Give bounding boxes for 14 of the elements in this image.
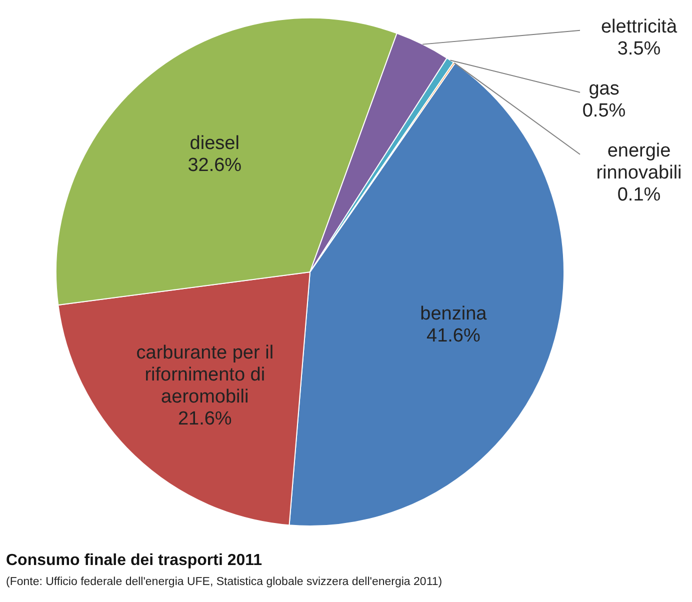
data-label: 0.1% xyxy=(617,184,661,206)
data-label: 32.6% xyxy=(188,155,242,176)
slice-label: gas xyxy=(588,78,620,100)
text: Consumo finale dei trasporti 2011 xyxy=(6,552,262,569)
slice-label: benzina xyxy=(420,303,488,324)
data-label: 3.5% xyxy=(617,38,661,60)
data-label: 21.6% xyxy=(178,408,232,430)
slice-label: diesel xyxy=(190,133,240,154)
slice-label: elettricità xyxy=(600,16,678,38)
text: (Fonte: Ufficio federale dell'energia UFE, Statistica globale svizzera dell'energia 2011) xyxy=(6,576,442,588)
data-label: 41.6% xyxy=(426,325,480,346)
data-label: 0.5% xyxy=(582,100,626,122)
slice-label: carburante per il rifornimento di aeromobili xyxy=(136,342,274,408)
slice-label: energie rinnovabili xyxy=(596,140,682,184)
